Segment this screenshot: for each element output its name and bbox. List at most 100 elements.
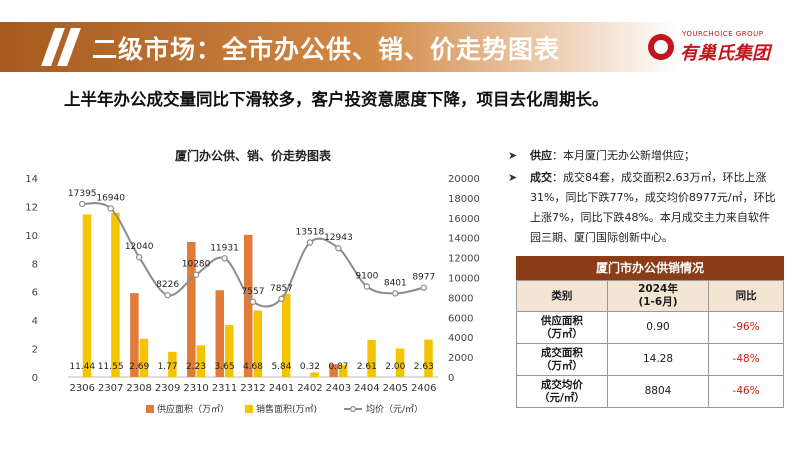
sales-data-label: 2.61: [357, 362, 377, 372]
x-tick-label: 2312: [240, 383, 265, 394]
note-head: 供应: [530, 149, 552, 162]
price-point: [363, 283, 371, 290]
sales-data-label: 0.87: [328, 362, 348, 372]
bar-sales: [310, 372, 319, 377]
logo-subtext: YOURCHOICE GROUP: [682, 30, 764, 38]
bar-sales: [168, 351, 177, 377]
header-gradient: 二级市场：全市办公供、销、价走势图表: [0, 22, 680, 72]
price-point: [164, 291, 171, 299]
x-tick-label: 2311: [212, 383, 237, 394]
x-tick-label: 2309: [155, 383, 180, 394]
legend-sales-label: 销售面积(万㎡): [256, 403, 317, 415]
notes-list: ➤ 供应：本月厦门无办公新增供应； ➤ 成交：成交84套，成交面积2.63万㎡，…: [508, 146, 778, 250]
bar-sales: [281, 293, 291, 377]
arrow-bullet-icon: ➤: [508, 171, 518, 184]
sales-data-label: 3.65: [215, 362, 235, 372]
header-bar: 二级市场：全市办公供、销、价走势图表 YOURCHOICE GROUP 有巢氏集…: [0, 22, 800, 72]
bar-sales: [253, 310, 262, 377]
sales-data-label: 2.69: [129, 362, 149, 372]
price-data-label: 12943: [324, 233, 353, 243]
y-left-tick-label: 10: [25, 231, 38, 242]
sales-data-label: 1.77: [158, 362, 178, 372]
y-right-tick-label: 20000: [448, 174, 480, 185]
y-right-tick-label: 12000: [448, 254, 480, 265]
price-data-label: 17395: [68, 189, 97, 199]
price-data-label: 8977: [412, 273, 435, 283]
price-data-label: 10280: [182, 260, 211, 270]
table-row: 成交面积 （万㎡） 14.28 -48%: [516, 343, 784, 376]
y-left-tick-label: 14: [25, 174, 38, 185]
price-point: [306, 239, 314, 246]
y-right-tick-label: 6000: [448, 313, 473, 324]
price-data-label: 8401: [384, 278, 407, 288]
bar-sales: [82, 214, 92, 377]
sales-data-label: 4.68: [243, 362, 263, 372]
bar-sales: [424, 339, 433, 377]
sales-data-label: 5.84: [271, 362, 291, 372]
supply-sales-table: 厦门市办公供销情况 类别 2024年 (1-6月) 同比 供应面积 （万㎡） 0.9…: [516, 256, 784, 408]
y-left-tick-label: 12: [25, 202, 38, 213]
row-label: 成交均价 （元/㎡）: [516, 375, 608, 408]
y-right-tick-label: 8000: [448, 293, 473, 304]
note-head: 成交: [530, 171, 552, 184]
y-right-tick-label: 16000: [448, 214, 480, 225]
price-point: [335, 245, 342, 252]
legend-sales-swatch: [245, 405, 253, 413]
row-yoy: -96%: [708, 311, 784, 344]
price-data-label: 12040: [125, 242, 154, 252]
sales-data-label: 2.00: [385, 362, 405, 372]
combo-chart: 厦门办公供、销、价走势图表 0 2 4 6 8 10 12 14 0 2000 4000 6000 800…: [25, 148, 480, 415]
price-point: [249, 298, 257, 306]
row-yoy: -46%: [708, 375, 784, 408]
row-label: 成交面积 （万㎡）: [516, 343, 608, 376]
bar-supply: [329, 364, 338, 377]
x-tick-label: 2406: [411, 383, 436, 394]
y-left-tick-label: 4: [32, 316, 38, 327]
row-label-text: 供应面积 （万㎡）: [540, 314, 583, 340]
x-tick-label: 2307: [98, 383, 123, 394]
row-value: 0.90: [606, 311, 710, 344]
summary-headline: 上半年办公成交量同比下滑较多，客户投资意愿度下降，项目去化周期长。: [64, 90, 609, 109]
bar-supply: [244, 234, 253, 377]
note-text: ：成交84套，成交面积2.63万㎡，环比上涨31%，同比下跌77%，成交均价89…: [530, 171, 776, 244]
y-right-tick-label: 14000: [448, 234, 480, 245]
table-row: 供应面积 （万㎡） 0.90 -96%: [516, 311, 784, 344]
x-tick-label: 2405: [383, 383, 408, 394]
x-tick-label: 2308: [126, 383, 151, 394]
price-point: [192, 271, 200, 278]
arrow-bullet-icon: ➤: [508, 149, 518, 162]
x-tick-label: 2306: [70, 383, 95, 394]
price-point: [135, 254, 143, 261]
sales-data-label: 11.44: [69, 362, 95, 372]
note-text: ：本月厦门无办公新增供应；: [552, 149, 695, 162]
bar-supply: [215, 290, 225, 377]
price-point: [221, 255, 228, 262]
header-period-label: 2024年 (1-6月): [638, 283, 678, 308]
price-point: [79, 200, 86, 208]
sales-data-label: 0.32: [300, 362, 320, 372]
bar-supply: [187, 241, 196, 377]
logo-name: 有巢氏集团: [680, 43, 770, 64]
price-data-label: 11931: [210, 243, 239, 253]
header-yoy-label: 同比: [735, 289, 757, 302]
x-tick-label: 2310: [183, 383, 208, 394]
sales-data-label: 11.55: [98, 362, 124, 372]
bar-sales: [196, 345, 206, 377]
legend-price-label: 均价（元/㎡）: [366, 403, 423, 415]
y-right-tick-label: 18000: [448, 194, 480, 205]
price-data-label: 8226: [156, 280, 179, 290]
x-tick-label: 2403: [326, 383, 351, 394]
data-table: 类别 2024年 (1-6月) 同比 供应面积 （万㎡） 0.90 -96% 成交面…: [516, 280, 784, 408]
page-title: 二级市场：全市办公供、销、价走势图表: [92, 35, 561, 64]
row-value: 14.28: [606, 343, 710, 376]
price-data-label: 13518: [296, 227, 325, 237]
y-left-tick-label: 2: [32, 345, 38, 356]
header-period: 2024年 (1-6月): [606, 280, 710, 312]
x-tick-label: 2402: [297, 383, 322, 394]
legend-price-marker: [350, 406, 357, 413]
y-right-tick-label: 4000: [448, 333, 473, 344]
row-label-text: 成交均价 （元/㎡）: [538, 378, 585, 404]
chart-title: 厦门办公供、销、价走势图表: [175, 148, 332, 163]
price-data-label: 16940: [96, 193, 125, 203]
bar-sales: [139, 338, 149, 377]
